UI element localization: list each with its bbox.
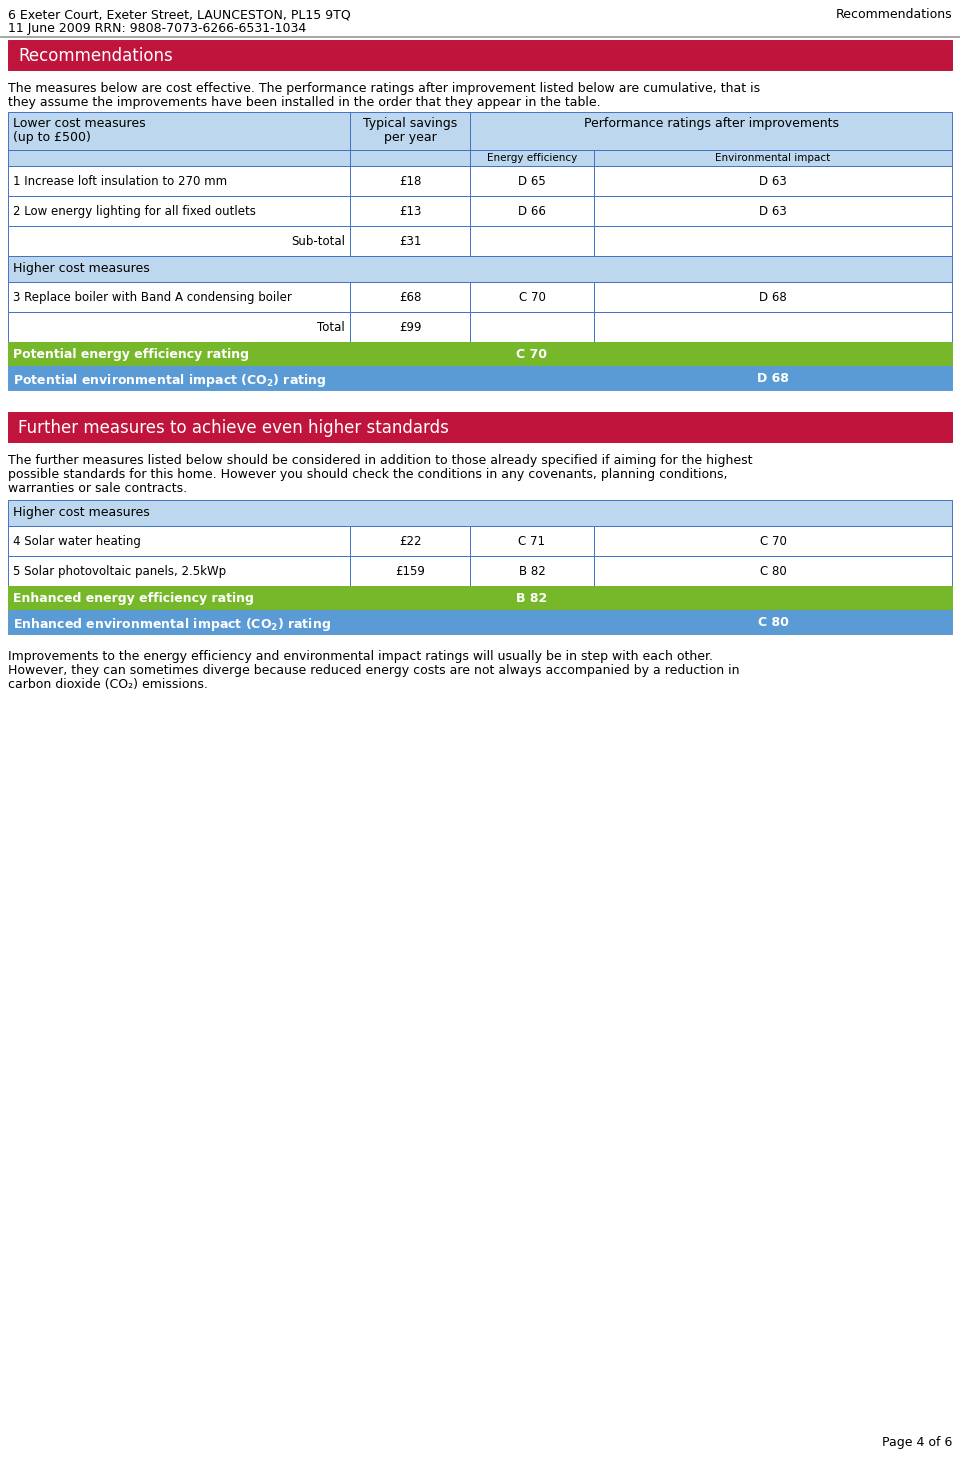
Text: 6 Exeter Court, Exeter Street, LAUNCESTON, PL15 9TQ: 6 Exeter Court, Exeter Street, LAUNCESTO… (8, 7, 350, 20)
Bar (594, 556, 952, 587)
Bar (470, 282, 594, 312)
Text: Further measures to achieve even higher standards: Further measures to achieve even higher … (18, 419, 449, 438)
Text: Performance ratings after improvements: Performance ratings after improvements (584, 117, 838, 130)
Bar (594, 166, 952, 196)
Bar (8, 527, 350, 556)
Text: Page 4 of 6: Page 4 of 6 (881, 1436, 952, 1449)
Text: The further measures listed below should be considered in addition to those alre: The further measures listed below should… (8, 454, 753, 467)
Bar (470, 196, 594, 226)
Text: they assume the improvements have been installed in the order that they appear i: they assume the improvements have been i… (8, 96, 601, 109)
Bar (350, 282, 470, 312)
Text: Potential energy efficiency rating: Potential energy efficiency rating (13, 349, 249, 360)
Text: £159: £159 (396, 565, 425, 578)
Bar (470, 226, 594, 255)
Text: C 80: C 80 (759, 565, 786, 578)
Bar (594, 196, 952, 226)
Bar (594, 226, 952, 255)
Bar (470, 527, 594, 556)
Text: £31: £31 (398, 235, 421, 248)
Bar (350, 196, 470, 226)
Text: C 70: C 70 (759, 535, 786, 549)
Text: £68: £68 (398, 290, 421, 303)
Text: £99: £99 (398, 321, 421, 334)
Text: Higher cost measures: Higher cost measures (13, 506, 150, 519)
Bar (8, 366, 952, 390)
Bar (8, 312, 350, 341)
Bar (8, 150, 350, 166)
Text: Improvements to the energy efficiency and environmental impact ratings will usua: Improvements to the energy efficiency an… (8, 651, 713, 662)
Text: D 66: D 66 (518, 206, 546, 217)
Text: (up to £500): (up to £500) (13, 131, 91, 144)
Text: Typical savings: Typical savings (363, 117, 457, 130)
Bar (594, 527, 952, 556)
Text: Environmental impact: Environmental impact (715, 153, 830, 163)
Bar (8, 282, 350, 312)
Text: Total: Total (317, 321, 345, 334)
Text: Recommendations: Recommendations (835, 7, 952, 20)
Text: £22: £22 (398, 535, 421, 549)
Text: Energy efficiency: Energy efficiency (487, 153, 577, 163)
Bar (8, 196, 350, 226)
Text: 2 Low energy lighting for all fixed outlets: 2 Low energy lighting for all fixed outl… (13, 206, 256, 217)
Bar (350, 527, 470, 556)
Text: possible standards for this home. However you should check the conditions in any: possible standards for this home. Howeve… (8, 468, 728, 481)
Bar (8, 39, 952, 70)
Bar (594, 312, 952, 341)
Text: D 65: D 65 (518, 175, 546, 188)
Bar (8, 255, 952, 282)
Text: D 68: D 68 (757, 372, 789, 385)
Text: Lower cost measures: Lower cost measures (13, 117, 146, 130)
Bar (8, 587, 952, 610)
Text: 1 Increase loft insulation to 270 mm: 1 Increase loft insulation to 270 mm (13, 175, 228, 188)
Bar (470, 166, 594, 196)
Bar (594, 150, 952, 166)
Bar (350, 556, 470, 587)
Bar (350, 226, 470, 255)
Bar (8, 166, 350, 196)
Text: D 68: D 68 (759, 290, 787, 303)
Text: 5 Solar photovoltaic panels, 2.5kWp: 5 Solar photovoltaic panels, 2.5kWp (13, 565, 227, 578)
Bar (8, 112, 350, 150)
Text: 4 Solar water heating: 4 Solar water heating (13, 535, 141, 549)
Bar (8, 411, 952, 442)
Bar (350, 312, 470, 341)
Text: carbon dioxide (CO₂) emissions.: carbon dioxide (CO₂) emissions. (8, 678, 208, 692)
Text: per year: per year (384, 131, 437, 144)
Text: Sub-total: Sub-total (291, 235, 345, 248)
Bar (594, 282, 952, 312)
Text: Enhanced energy efficiency rating: Enhanced energy efficiency rating (13, 592, 253, 605)
Bar (470, 112, 952, 150)
Bar (350, 166, 470, 196)
Bar (8, 500, 952, 527)
Bar (8, 341, 952, 366)
Text: Enhanced environmental impact ($\mathregular{CO_2}$) rating: Enhanced environmental impact ($\mathreg… (13, 616, 331, 633)
Bar (470, 312, 594, 341)
Text: 3 Replace boiler with Band A condensing boiler: 3 Replace boiler with Band A condensing … (13, 290, 292, 303)
Text: D 63: D 63 (759, 175, 787, 188)
Bar (470, 150, 594, 166)
Text: B 82: B 82 (516, 592, 547, 605)
Text: Recommendations: Recommendations (18, 47, 173, 66)
Bar (350, 150, 470, 166)
Text: 11 June 2009 RRN: 9808-7073-6266-6531-1034: 11 June 2009 RRN: 9808-7073-6266-6531-10… (8, 22, 306, 35)
Text: Higher cost measures: Higher cost measures (13, 263, 150, 274)
Text: £18: £18 (398, 175, 421, 188)
Text: However, they can sometimes diverge because reduced energy costs are not always : However, they can sometimes diverge beca… (8, 664, 739, 677)
Text: The measures below are cost effective. The performance ratings after improvement: The measures below are cost effective. T… (8, 82, 760, 95)
Text: C 70: C 70 (516, 349, 547, 360)
Text: £13: £13 (398, 206, 421, 217)
Bar (8, 610, 952, 635)
Bar (470, 556, 594, 587)
Bar (8, 226, 350, 255)
Bar (8, 556, 350, 587)
Text: C 80: C 80 (757, 616, 788, 629)
Text: C 71: C 71 (518, 535, 545, 549)
Text: B 82: B 82 (518, 565, 545, 578)
Text: Potential environmental impact ($\mathregular{CO_2}$) rating: Potential environmental impact ($\mathre… (13, 372, 326, 390)
Bar (350, 112, 470, 150)
Text: D 63: D 63 (759, 206, 787, 217)
Text: warranties or sale contracts.: warranties or sale contracts. (8, 481, 187, 495)
Text: C 70: C 70 (518, 290, 545, 303)
